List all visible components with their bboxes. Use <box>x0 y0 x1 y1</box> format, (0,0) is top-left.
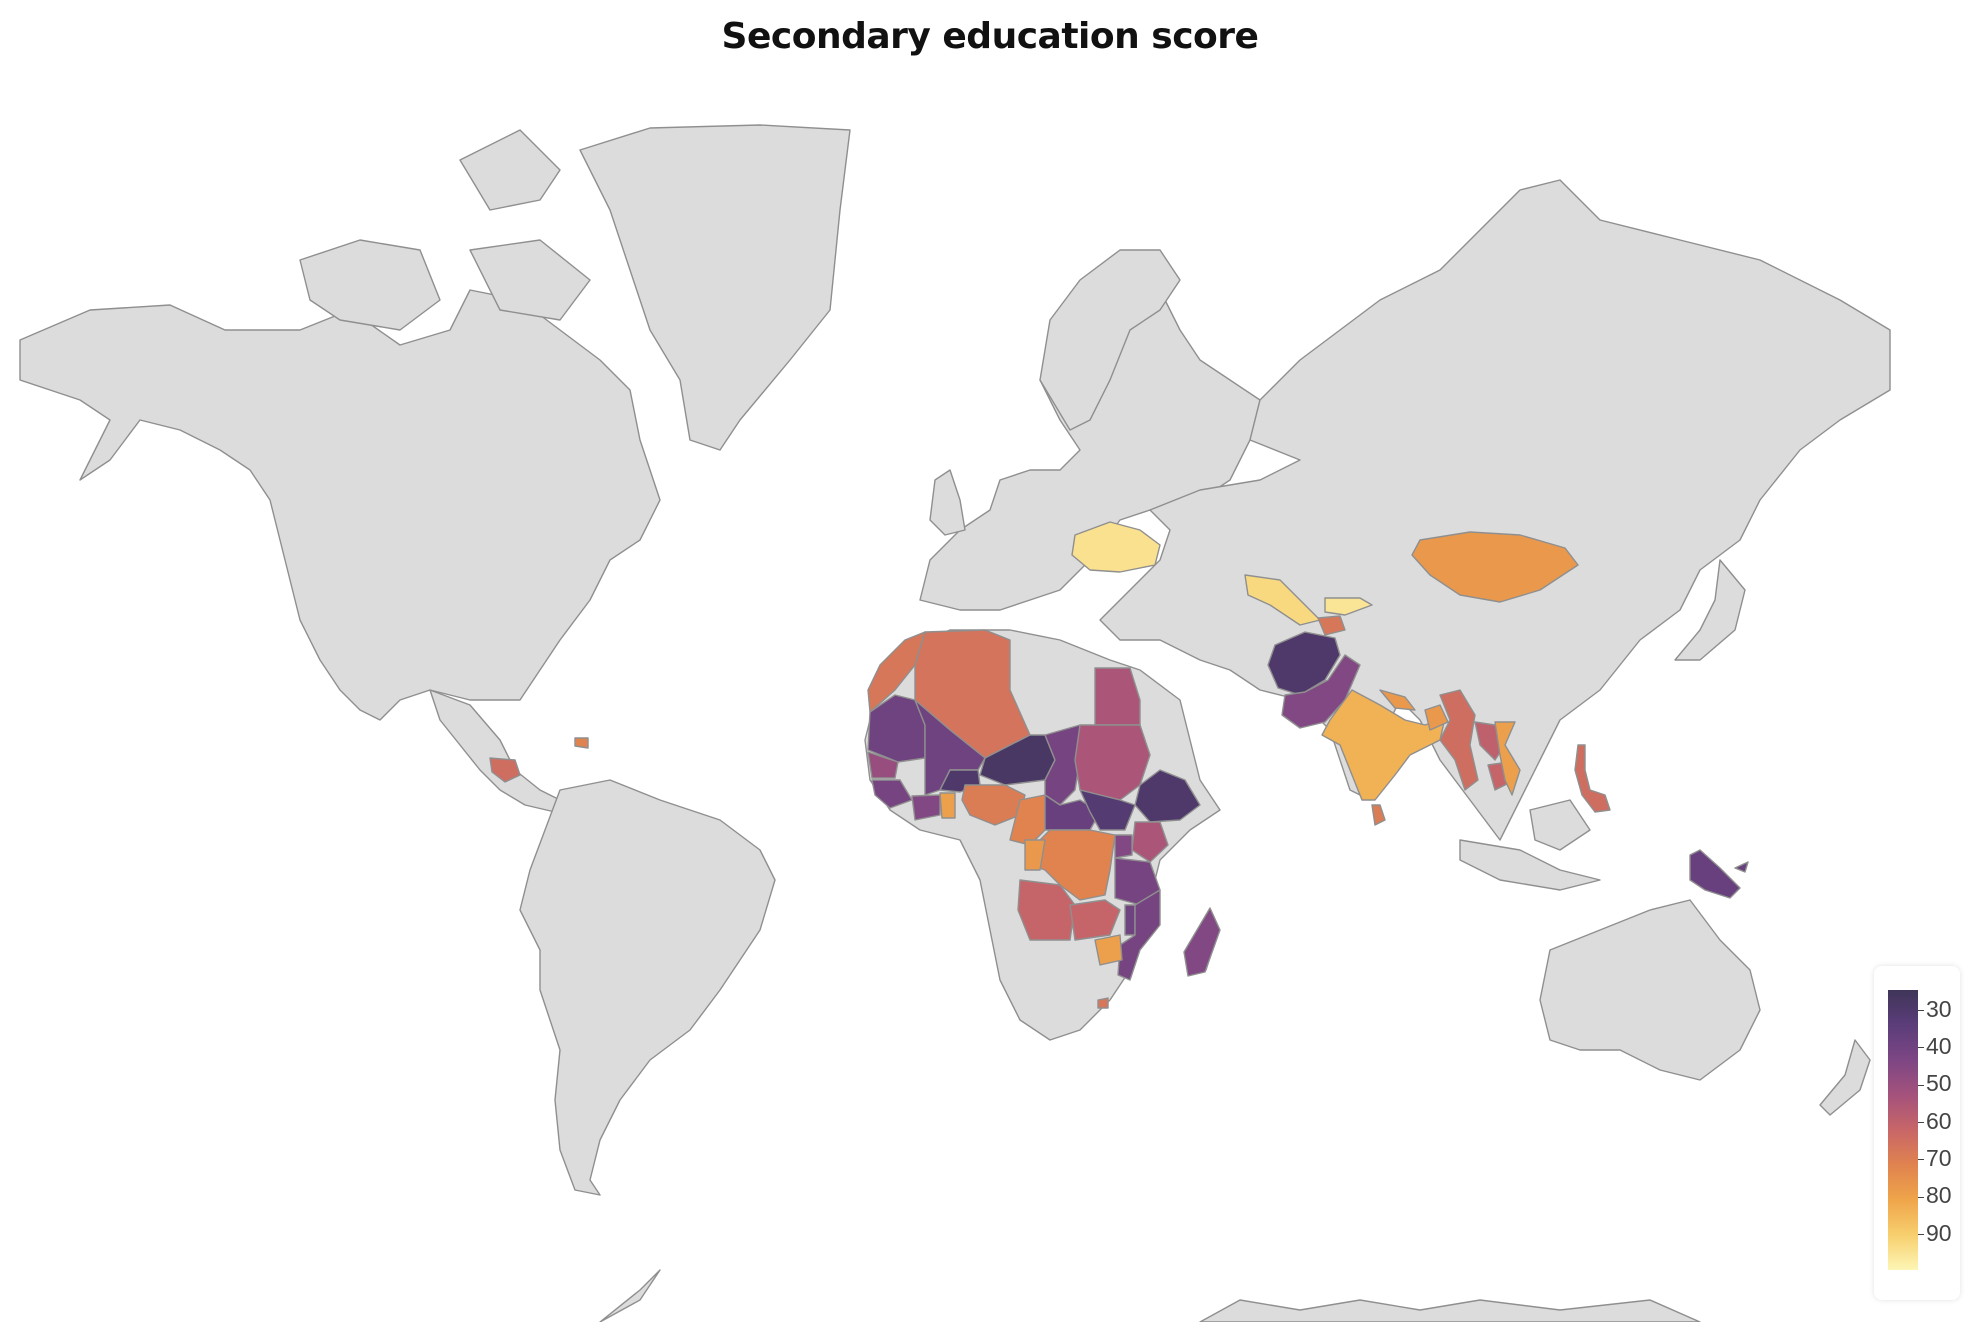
country-india[interactable] <box>1321 689 1446 801</box>
country-congo[interactable] <box>1024 839 1046 871</box>
country-mongolia[interactable] <box>1411 531 1579 603</box>
land-indonesia <box>1459 799 1601 891</box>
land-japan <box>1674 559 1746 661</box>
country-nigeria[interactable] <box>961 784 1026 826</box>
country-cote-divoire[interactable] <box>911 794 941 821</box>
colorbar-tick-30: 30 <box>1918 997 1954 1021</box>
colorbar-tick-80: 80 <box>1918 1184 1954 1207</box>
country-madagascar[interactable] <box>1183 907 1221 977</box>
colorbar-tick-70: 70 <box>1918 1147 1954 1170</box>
country-nepal[interactable] <box>1379 689 1416 711</box>
country-ukraine[interactable] <box>1071 521 1161 573</box>
country-layer <box>489 521 1749 1009</box>
country-sri-lanka[interactable] <box>1371 804 1386 826</box>
country-senegal[interactable] <box>867 751 899 779</box>
country-zambia[interactable] <box>1069 899 1121 941</box>
land-greenland <box>579 124 851 451</box>
land-australia <box>1539 899 1761 1081</box>
country-pakistan[interactable] <box>1281 654 1361 729</box>
country-ethiopia[interactable] <box>1134 769 1201 823</box>
colorbar-tick-90: 90 <box>1918 1221 1954 1245</box>
land-south-america <box>519 779 776 1196</box>
country-kyrgyzstan[interactable] <box>1324 597 1373 616</box>
country-haiti[interactable] <box>574 737 589 749</box>
land-antarctica <box>599 1269 1701 1322</box>
land-arctic-islands <box>299 129 591 331</box>
country-egypt[interactable] <box>1094 667 1141 726</box>
country-honduras[interactable] <box>489 757 521 783</box>
land-uk <box>929 469 966 536</box>
land-scandinavia <box>1039 249 1181 431</box>
country-bangladesh[interactable] <box>1424 704 1449 731</box>
country-uganda[interactable] <box>1114 834 1133 859</box>
colorbar-gradient <box>1888 990 1918 1270</box>
colorbar-tick-50: 50 <box>1918 1072 1954 1095</box>
colorbar-legend: 30 40 50 60 70 80 90 <box>1874 966 1960 1300</box>
country-afghanistan[interactable] <box>1267 631 1341 696</box>
colorbar-tick-60: 60 <box>1918 1109 1954 1133</box>
land-new-zealand <box>1819 1039 1871 1116</box>
colorbar-tick-40: 40 <box>1918 1035 1954 1058</box>
land-central-america <box>429 689 561 813</box>
country-angola[interactable] <box>1017 879 1076 941</box>
country-zimbabwe[interactable] <box>1094 934 1123 966</box>
country-mozambique[interactable] <box>1117 889 1161 981</box>
country-uzbekistan[interactable] <box>1244 574 1321 626</box>
map-title: Secondary education score <box>721 16 1259 57</box>
country-philippines[interactable] <box>1574 744 1611 813</box>
country-malawi[interactable] <box>1124 904 1136 936</box>
country-papua-new-guinea[interactable] <box>1689 849 1749 899</box>
country-ghana[interactable] <box>939 792 956 819</box>
country-sudan[interactable] <box>1074 724 1151 801</box>
country-myanmar[interactable] <box>1439 689 1479 791</box>
country-guinea[interactable] <box>871 779 913 809</box>
country-lesotho[interactable] <box>1097 997 1109 1009</box>
country-tajikistan[interactable] <box>1317 615 1346 636</box>
country-morocco[interactable] <box>867 631 926 713</box>
country-south-sudan[interactable] <box>1079 789 1136 831</box>
country-vietnam[interactable] <box>1494 721 1521 796</box>
land-north-america <box>19 289 661 721</box>
